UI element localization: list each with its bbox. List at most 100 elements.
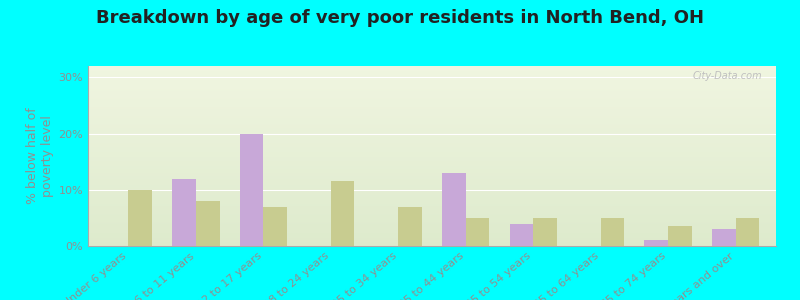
Bar: [88, 92, 776, 93]
Bar: [88, 241, 776, 242]
Bar: [88, 113, 776, 114]
Bar: [88, 166, 776, 167]
Bar: [88, 78, 776, 79]
Bar: [88, 211, 776, 212]
Bar: [129, 190, 152, 246]
Bar: [88, 69, 776, 70]
Bar: [88, 120, 776, 121]
Bar: [88, 194, 776, 195]
Bar: [88, 103, 776, 104]
Bar: [88, 227, 776, 228]
Bar: [88, 236, 776, 237]
Bar: [88, 102, 776, 103]
Bar: [88, 224, 776, 225]
Bar: [88, 195, 776, 196]
Bar: [88, 84, 776, 85]
Bar: [88, 185, 776, 186]
Bar: [88, 162, 776, 163]
Bar: [88, 200, 776, 201]
Bar: [88, 68, 776, 69]
Bar: [88, 226, 776, 227]
Bar: [88, 192, 776, 193]
Bar: [88, 89, 776, 90]
Bar: [88, 108, 776, 109]
Bar: [240, 134, 263, 246]
Bar: [88, 235, 776, 236]
Bar: [88, 145, 776, 146]
Bar: [88, 109, 776, 110]
Bar: [88, 151, 776, 152]
Bar: [88, 190, 776, 191]
Bar: [88, 168, 776, 169]
Bar: [88, 76, 776, 77]
Bar: [88, 219, 776, 220]
Bar: [88, 242, 776, 243]
Bar: [88, 90, 776, 91]
Bar: [88, 146, 776, 147]
Bar: [88, 95, 776, 96]
Bar: [88, 169, 776, 170]
Bar: [88, 123, 776, 124]
Bar: [88, 158, 776, 159]
Bar: [88, 127, 776, 128]
Bar: [88, 237, 776, 238]
Bar: [88, 147, 776, 148]
Bar: [88, 217, 776, 218]
Bar: [88, 98, 776, 99]
Bar: [88, 82, 776, 83]
Bar: [645, 240, 668, 246]
Bar: [88, 164, 776, 165]
Bar: [88, 150, 776, 151]
Bar: [88, 216, 776, 217]
Bar: [88, 80, 776, 81]
Bar: [88, 232, 776, 233]
Bar: [88, 223, 776, 224]
Bar: [88, 74, 776, 75]
Bar: [88, 117, 776, 118]
Bar: [88, 77, 776, 78]
Bar: [88, 149, 776, 150]
Bar: [88, 181, 776, 182]
Bar: [88, 179, 776, 180]
Bar: [88, 202, 776, 203]
Bar: [88, 177, 776, 178]
Bar: [88, 240, 776, 241]
Bar: [88, 197, 776, 198]
Bar: [88, 221, 776, 222]
Bar: [88, 163, 776, 164]
Bar: [88, 126, 776, 127]
Bar: [88, 86, 776, 87]
Bar: [88, 196, 776, 197]
Bar: [88, 171, 776, 172]
Bar: [88, 111, 776, 112]
Bar: [88, 229, 776, 230]
Text: City-Data.com: City-Data.com: [693, 71, 762, 81]
Bar: [88, 212, 776, 213]
Bar: [88, 206, 776, 207]
Bar: [88, 139, 776, 140]
Bar: [88, 238, 776, 239]
Bar: [88, 230, 776, 231]
Bar: [88, 140, 776, 141]
Bar: [88, 119, 776, 120]
Bar: [88, 207, 776, 208]
Bar: [88, 96, 776, 97]
Bar: [88, 115, 776, 116]
Text: Breakdown by age of very poor residents in North Bend, OH: Breakdown by age of very poor residents …: [96, 9, 704, 27]
Bar: [88, 188, 776, 189]
Bar: [88, 100, 776, 101]
Bar: [88, 178, 776, 179]
Bar: [88, 129, 776, 130]
Bar: [88, 118, 776, 119]
Bar: [735, 218, 759, 246]
Bar: [88, 148, 776, 149]
Bar: [88, 110, 776, 111]
Bar: [88, 67, 776, 68]
Bar: [88, 93, 776, 94]
Bar: [88, 225, 776, 226]
Bar: [442, 173, 466, 246]
Bar: [88, 218, 776, 219]
Bar: [88, 135, 776, 136]
Bar: [88, 66, 776, 67]
Bar: [88, 191, 776, 192]
